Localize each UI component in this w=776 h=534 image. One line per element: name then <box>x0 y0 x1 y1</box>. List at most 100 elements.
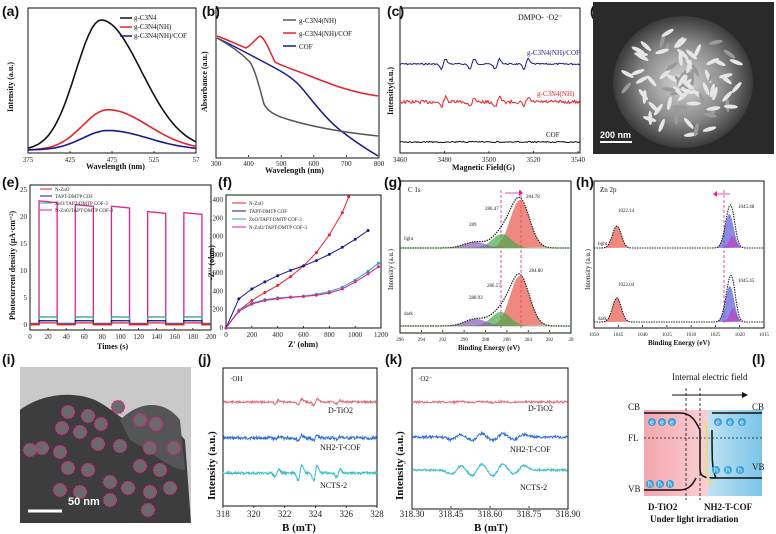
ytick-label: 0 <box>220 324 224 332</box>
legend-b: g-C3N4(NH) g-C3N4(NH)/COF COF <box>283 17 352 51</box>
tem-circle <box>22 442 38 458</box>
sem-flake <box>729 59 743 66</box>
ann-h-dark-low: 1022.04 <box>618 283 635 288</box>
ylabel-e: Photocurrent density (μA·cm⁻²) <box>8 210 17 320</box>
sem-flake <box>621 70 634 78</box>
tem-circle <box>110 399 126 415</box>
electron-label: e <box>660 420 664 427</box>
xtick-label: 324 <box>309 509 323 519</box>
title-g: C 1s <box>408 186 421 194</box>
hole <box>646 480 654 488</box>
label-nh2tcof: NH2-T-COF <box>704 502 753 512</box>
xticks-j: 318 320 322 324 326 328 <box>216 506 384 519</box>
panel-label-l: (l) <box>752 351 765 367</box>
series-c-cof <box>399 140 581 144</box>
panel-f: (f) -Z'' (ohm) 0 200 400 600 800 1000 1200 020… <box>207 174 389 349</box>
sem-flake <box>702 126 717 132</box>
xtick-label: 1030 <box>686 333 697 338</box>
series-f-point <box>276 297 280 301</box>
legend-b-item-2: COF <box>299 43 313 51</box>
panel-l: (l) Internal electric field e e e e e eh h hh h h… <box>628 351 765 524</box>
tem-circle <box>140 502 156 518</box>
xtick-label: 1050 <box>589 333 600 338</box>
xps-component <box>722 308 743 322</box>
xtick-label: 322 <box>278 509 292 519</box>
series-h <box>594 204 764 323</box>
ytick-label: 1000 <box>209 233 224 241</box>
ylabel-g: Intensity (a.u.) <box>387 248 395 290</box>
ylabel-b: Absorbance (a.u.) <box>200 51 209 112</box>
sem-flake <box>635 53 649 61</box>
sem-flake <box>677 91 689 102</box>
sem-flake <box>672 86 684 97</box>
sem-flake <box>621 82 632 94</box>
xtick-label: 320 <box>247 509 261 519</box>
xtick-label: 475 <box>107 156 118 164</box>
tem-circle <box>60 404 76 420</box>
xlabel-j: B (mT) <box>282 522 316 534</box>
sem-flake <box>702 82 710 96</box>
xtick-label: 1020 <box>735 333 746 338</box>
label-cb-left: CB <box>628 402 640 412</box>
annotation-c-gc3n4nh: g-C3N4(NH) <box>537 90 575 98</box>
xps-component <box>722 236 743 248</box>
xticks-k: 318.30 318.45 318.60 318.75 318.90 <box>400 506 581 519</box>
sem-flake <box>722 91 733 102</box>
xps-component <box>443 319 507 326</box>
sem-flake <box>731 82 742 93</box>
sem-flake <box>661 28 674 37</box>
sem-flake <box>683 117 694 129</box>
hole <box>712 466 720 474</box>
carriers: e e e e e eh h hh h h <box>646 418 746 489</box>
hole <box>666 480 674 488</box>
xlabel-k: B (mT) <box>474 522 508 534</box>
series-f-point <box>340 287 344 291</box>
panel-label-i: (i) <box>2 351 15 367</box>
series-f-point <box>263 280 267 284</box>
tem-circle <box>34 440 50 456</box>
ytick-label: 15 <box>20 240 28 248</box>
tem-circle <box>93 416 109 432</box>
sem-flake <box>674 37 684 48</box>
electron <box>714 418 722 426</box>
ann-h-dark-high: 1045.45 <box>738 279 755 284</box>
series-f-point <box>340 245 344 249</box>
xticks-f: 0 200 400 600 800 1000 1200 <box>224 326 389 339</box>
sem-flake <box>643 116 657 122</box>
xtick-label: 318.75 <box>517 509 542 519</box>
panel-label-a: (a) <box>2 3 19 19</box>
series-k-dtio2 <box>411 398 568 406</box>
sem-flake <box>640 41 652 52</box>
xps-envelope <box>400 273 570 327</box>
xticks-b: 300 400 500 600 700 800 <box>211 155 385 168</box>
series-f-point <box>366 269 370 273</box>
sem-flake <box>635 76 649 84</box>
title-k: ·O2⁻ <box>418 375 433 383</box>
xlabel-g: Binding Energy (eV) <box>458 344 521 352</box>
xtick-label: 1015 <box>759 333 770 338</box>
tem-scale-label: 50 nm <box>68 496 100 508</box>
sem-flake <box>686 59 692 74</box>
xlabel-a: Wavelength (nm) <box>86 162 145 171</box>
xtick-label: 3500 <box>482 156 497 164</box>
xtick-label: 28 <box>569 338 575 343</box>
xtick-label: 425 <box>65 156 76 164</box>
xtick-label: 180 <box>188 333 199 341</box>
series-f-point <box>347 195 351 199</box>
legend-e-item-3: N-ZnO/TAPT-DMTP COF-3 <box>55 209 113 214</box>
tem-circle <box>102 474 118 490</box>
series-f-point <box>302 264 305 268</box>
ytick-label: 600 <box>213 269 224 277</box>
sem-flake <box>706 58 720 66</box>
panel-label-f: (f) <box>218 174 232 190</box>
series-a-gc3n4-nh-cof <box>27 129 197 151</box>
label-k-nh2tcof: NH2-T-COF <box>510 445 551 454</box>
tem-circle <box>112 438 128 454</box>
panel-i: (i) 50 nm <box>2 351 191 523</box>
label-k-dtio2: D-TiO2 <box>528 404 553 413</box>
xtick-label: 800 <box>374 160 385 168</box>
tem-circle <box>142 484 158 500</box>
charge-path <box>702 419 714 487</box>
xtick-label: 282 <box>546 338 554 343</box>
sem-flake <box>674 110 679 125</box>
